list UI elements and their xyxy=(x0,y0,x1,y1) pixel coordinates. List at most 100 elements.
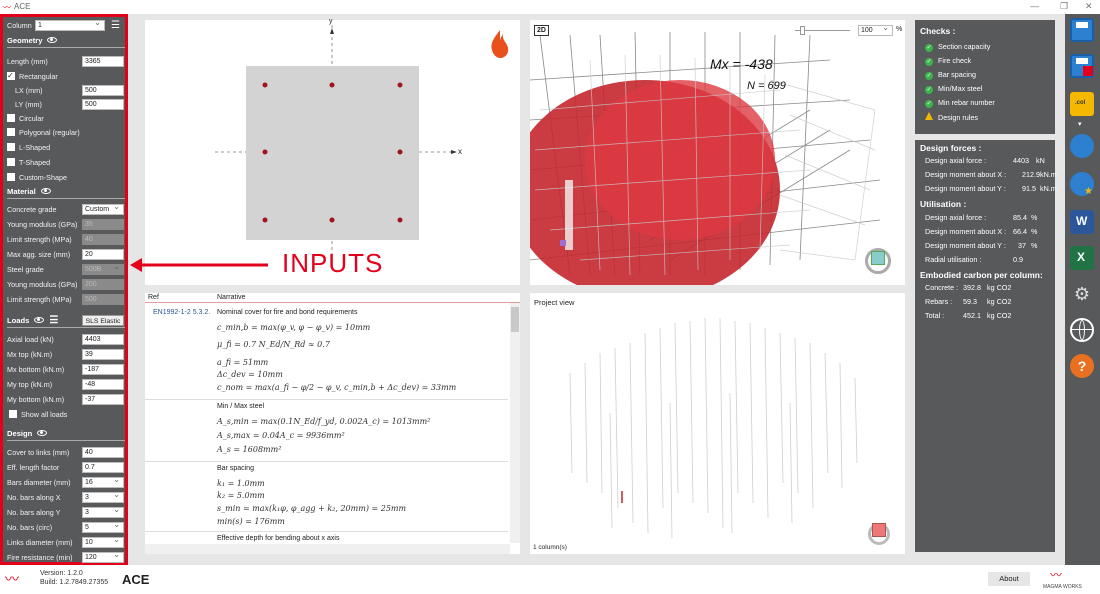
material-header[interactable]: Material xyxy=(7,185,125,199)
nbc-label: No. bars (circ) xyxy=(7,523,53,532)
view-cube-icon[interactable] xyxy=(865,248,891,274)
links-select[interactable]: 10 xyxy=(82,535,124,548)
rectangular-checkbox[interactable] xyxy=(7,69,15,83)
length-label: Length (mm) xyxy=(7,57,48,66)
check-ok-icon: ✓ xyxy=(925,58,933,66)
eq-smin: s_min = max(k₁φ, φ_agg + k₂, 20mm) = 25m… xyxy=(217,504,407,513)
lshaped-label: L-Shaped xyxy=(19,143,51,152)
project-view[interactable]: Project view 1 column(s) xyxy=(530,293,905,554)
maximize-icon[interactable]: ❐ xyxy=(1060,1,1069,11)
young2-input: 200 xyxy=(82,279,124,290)
window-title: ACE xyxy=(14,2,31,11)
eye-icon[interactable] xyxy=(37,430,48,436)
mybot-input[interactable]: -37 xyxy=(82,394,124,405)
steel-grade-select[interactable]: 500B xyxy=(82,262,124,275)
check-ok-icon: ✓ xyxy=(925,44,933,52)
zoom-pct-label: % xyxy=(896,26,903,33)
globe-icon[interactable] xyxy=(1070,318,1094,342)
project-view-cube-face[interactable] xyxy=(872,523,886,537)
lshaped-checkbox[interactable] xyxy=(7,143,15,151)
custom-checkbox[interactable] xyxy=(7,173,15,181)
save-icon[interactable] xyxy=(1070,18,1094,42)
cover-input[interactable]: 40 xyxy=(82,447,124,458)
narrative-scrollbar[interactable] xyxy=(510,303,520,543)
design-forces-title: Design forces : xyxy=(920,143,982,153)
list-icon[interactable]: ☰ xyxy=(111,20,120,31)
agg-input[interactable]: 20 xyxy=(82,249,124,260)
narrative-panel: Ref Narrative EN1992-1-2 5.3.2. Nominal … xyxy=(145,293,520,554)
force-mx-row: Design moment about X :212.9 kN.m xyxy=(925,170,1057,179)
force-axial-row: Design axial force :4403 kN xyxy=(925,156,1045,165)
zoom-slider-thumb[interactable] xyxy=(800,26,805,35)
mx-annotation: Mx = -438 xyxy=(710,56,773,72)
eq-cmin: c_min,b = max(φ_v, φ − φ_v) = 10mm xyxy=(217,323,371,332)
eq-dcdev: Δc_dev = 10mm xyxy=(217,370,283,379)
polygonal-checkbox[interactable] xyxy=(7,128,15,136)
word-export-icon[interactable]: W xyxy=(1070,210,1094,234)
show-all-checkbox[interactable] xyxy=(9,410,17,418)
inputs-arrow xyxy=(130,258,268,272)
eye-icon[interactable] xyxy=(40,188,51,194)
eq-k1: k₁ = 1.0mm xyxy=(217,479,265,488)
close-icon[interactable]: ✕ xyxy=(1085,1,1093,11)
mxtop-input[interactable]: 39 xyxy=(82,349,124,360)
nby-select[interactable]: 3 xyxy=(82,505,124,518)
axial-label: Axial load (kN) xyxy=(7,335,54,344)
eff-input[interactable]: 0.7 xyxy=(82,462,124,473)
nbc-select[interactable]: 5 xyxy=(82,520,124,533)
concrete-grade-select[interactable]: Custom xyxy=(82,202,124,215)
eq-k2: k₂ = 5.0mm xyxy=(217,491,265,500)
eye-icon[interactable] xyxy=(34,317,45,323)
version-label: Version: 1.2.0 xyxy=(40,570,83,577)
force-my-row: Design moment about Y :91.5 kN.m xyxy=(925,184,1057,193)
ref-link[interactable]: EN1992-1-2 5.3.2. xyxy=(153,309,211,316)
check-item: ✓ Section capacity xyxy=(925,42,991,52)
minimize-icon[interactable]: — xyxy=(1030,1,1039,11)
check-ok-icon: ✓ xyxy=(925,86,933,94)
view-cube-face[interactable] xyxy=(871,251,885,265)
about-button[interactable]: About xyxy=(988,572,1030,586)
limit2-label: Limit strength (MPa) xyxy=(7,295,72,304)
fire-icon[interactable] xyxy=(491,30,509,58)
scroll-thumb[interactable] xyxy=(511,307,519,332)
eye-icon[interactable] xyxy=(47,37,58,43)
lx-input[interactable]: 500 xyxy=(82,85,124,96)
tshaped-checkbox[interactable] xyxy=(7,158,15,166)
interaction-3d-view[interactable]: 2D 100 % Mx = -438 N = 699 xyxy=(530,20,905,285)
network-star-icon[interactable]: ★ xyxy=(1070,172,1094,197)
2d-toggle-button[interactable]: 2D xyxy=(534,25,549,36)
geometry-header[interactable]: Geometry xyxy=(7,34,125,48)
ly-input[interactable]: 500 xyxy=(82,99,124,110)
section-view[interactable]: y x xyxy=(145,18,520,285)
bard-select[interactable]: 16 xyxy=(82,475,124,488)
save-as-icon[interactable] xyxy=(1070,54,1094,78)
loads-header[interactable]: Loads ☰ SLS Elastic xyxy=(7,314,125,328)
column-select[interactable]: 1 xyxy=(35,18,105,31)
mytop-input[interactable]: -48 xyxy=(82,379,124,390)
length-input[interactable]: 3365 xyxy=(82,56,124,67)
nbx-select[interactable]: 3 xyxy=(82,490,124,503)
utilisation-title: Utilisation : xyxy=(920,199,967,209)
excel-export-icon[interactable]: X xyxy=(1070,246,1094,270)
zoom-select[interactable]: 100 xyxy=(858,23,893,36)
design-header[interactable]: Design xyxy=(7,427,125,441)
mxbot-input[interactable]: -187 xyxy=(82,364,124,375)
narr-title-cover: Nominal cover for fire and bond requirem… xyxy=(217,309,358,316)
expand-icon[interactable]: ▾ xyxy=(1078,121,1082,128)
narrative-h-scrollbar[interactable] xyxy=(145,544,510,554)
open-col-icon[interactable]: .col xyxy=(1070,92,1094,116)
axial-input[interactable]: 4403 xyxy=(82,334,124,345)
zoom-slider-track[interactable] xyxy=(795,30,850,31)
sls-elastic-button[interactable]: SLS Elastic xyxy=(82,315,124,326)
eq-as: A_s = 1608mm² xyxy=(217,445,282,454)
settings-icon[interactable]: ⚙ xyxy=(1073,284,1091,304)
check-item: ✓ Min/Max steel xyxy=(925,84,983,94)
fire-select[interactable]: 120 xyxy=(82,550,124,563)
network-icon[interactable] xyxy=(1070,134,1094,158)
eq-mufi: μ_fi = 0.7 N_Ed/N_Rd ≈ 0.7 xyxy=(217,340,330,349)
circular-checkbox[interactable] xyxy=(7,114,15,122)
footer: 〰 Version: 1.2.0 Build: 1.2.7849.27355 A… xyxy=(0,565,1100,594)
help-icon[interactable]: ? xyxy=(1070,354,1094,378)
list-icon[interactable]: ☰ xyxy=(49,315,59,326)
nby-label: No. bars along Y xyxy=(7,508,61,517)
